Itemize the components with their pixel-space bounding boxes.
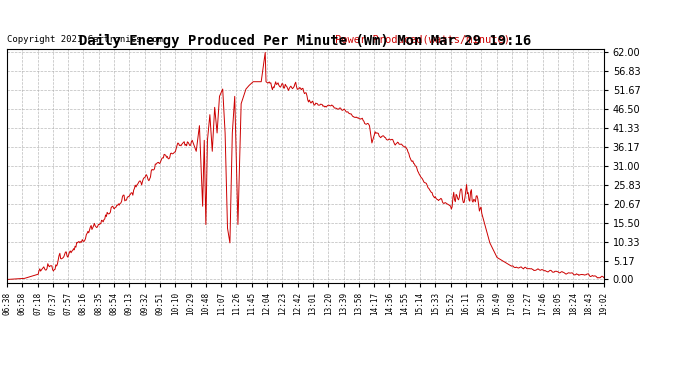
Text: Copyright 2021 Cartronics.com: Copyright 2021 Cartronics.com	[7, 35, 163, 44]
Title: Daily Energy Produced Per Minute (Wm) Mon Mar 29 19:16: Daily Energy Produced Per Minute (Wm) Mo…	[79, 33, 531, 48]
Text: Power Produced(watts/minute): Power Produced(watts/minute)	[335, 35, 510, 45]
